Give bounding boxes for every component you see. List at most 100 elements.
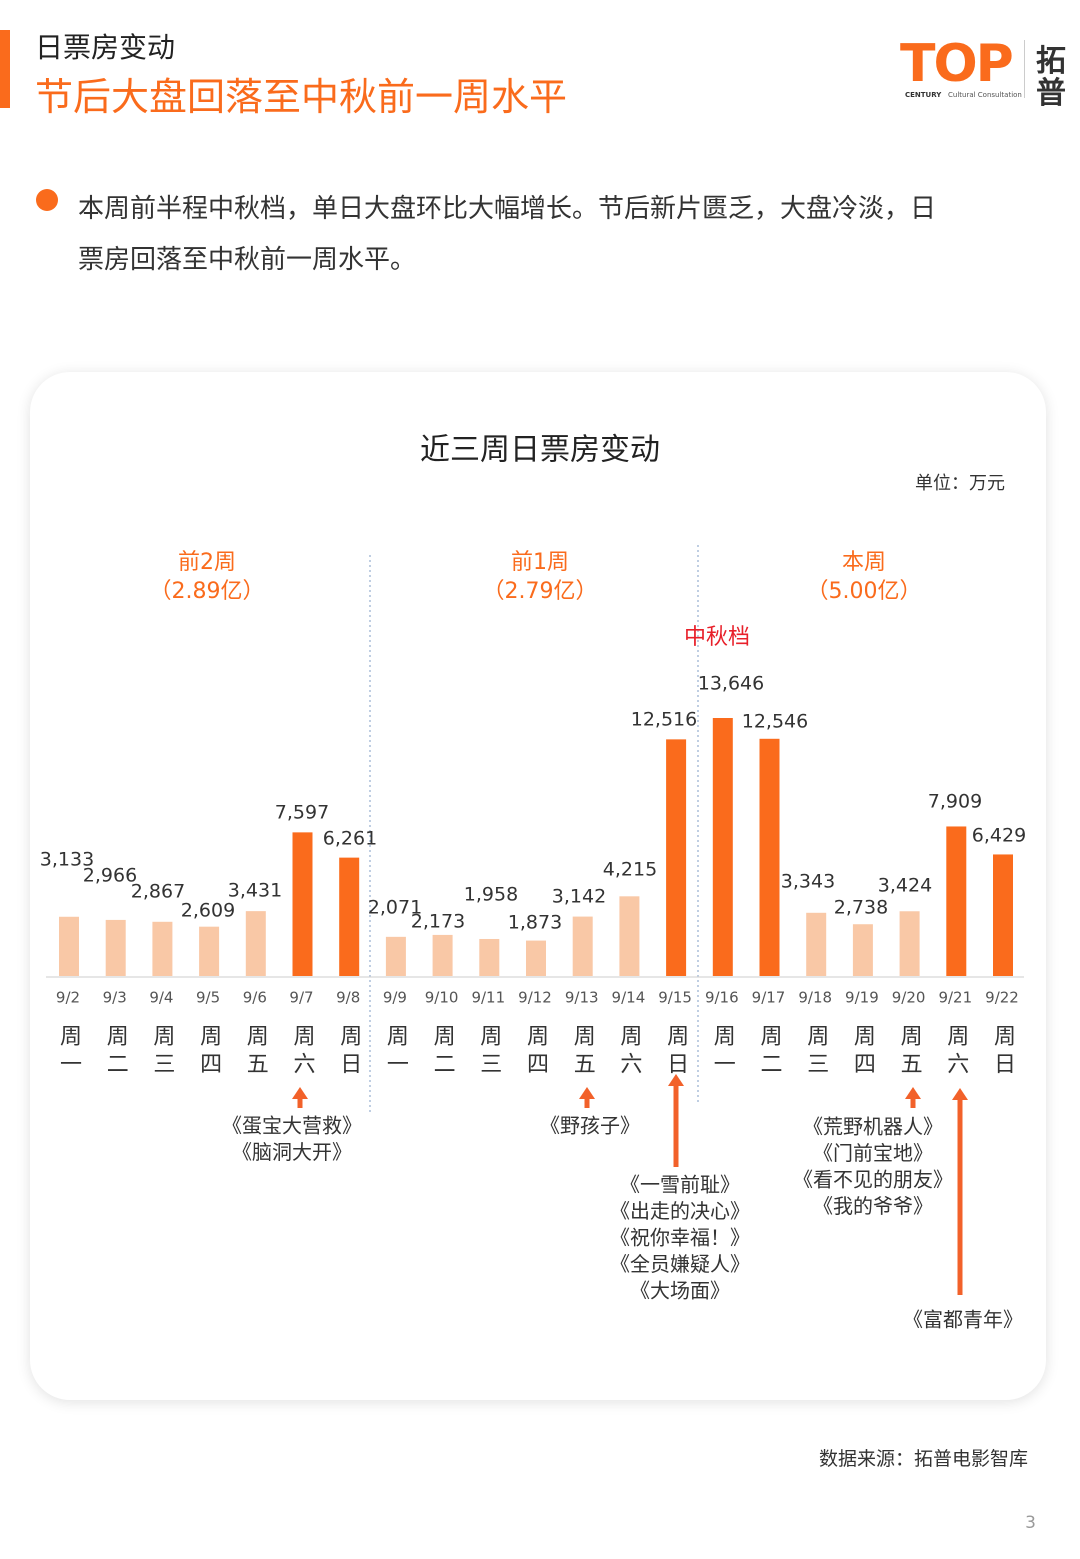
holiday-label: 中秋档 [684,625,750,650]
value-label: 2,966 [83,865,137,887]
weekday-label: 周二 [430,1024,456,1080]
bullet-dot [36,189,58,211]
bar [59,916,79,976]
bar [339,857,360,976]
date-label: 9/2 [56,989,80,1007]
value-label: 3,431 [228,880,282,902]
value-label: 6,429 [972,825,1026,847]
bar [199,926,220,976]
bar [712,718,733,976]
group-total: （2.79亿） [483,579,598,604]
weekday-label: 周五 [897,1024,923,1080]
annotation: 《看不见的朋友》 [793,1168,953,1192]
value-label: 3,424 [878,875,932,897]
value-label: 2,071 [368,897,422,919]
date-label: 9/12 [518,989,552,1007]
date-label: 9/19 [845,989,879,1007]
annotation: 《蛋宝大营救》 [222,1114,362,1138]
annotation: 《荒野机器人》 [803,1115,943,1139]
source: 数据来源：拓普电影智库 [818,1448,1028,1470]
bar [666,739,687,976]
weekday-label: 周三 [149,1024,175,1080]
value-label: 12,516 [631,709,697,731]
date-label: 9/10 [425,989,459,1007]
unit-label: 单位：万元 [915,473,1005,494]
weekday-label: 周四 [196,1024,222,1080]
date-label: 9/5 [196,989,220,1007]
bar [619,896,640,976]
value-label: 3,343 [781,871,835,893]
logo-name: 拓 [1036,44,1066,79]
value-label: 2,867 [131,881,185,903]
arrow-head [292,1087,308,1099]
accent-bar [0,30,10,108]
bar [105,919,126,976]
header-title: 日票房变动 [35,31,176,64]
weekday-label: 周一 [710,1024,736,1080]
bar [245,911,266,976]
annotation: 《一雪前耻》 [620,1173,740,1197]
annotation: 《脑洞大开》 [232,1140,352,1164]
weekday-label: 周四 [850,1024,876,1080]
value-label: 3,142 [552,886,606,908]
date-label: 9/3 [103,989,127,1007]
annotation: 《野孩子》 [540,1114,640,1138]
bar [806,912,827,976]
bar [993,854,1013,976]
annotation: 《出走的决心》 [610,1199,750,1223]
weekday-label: 周五 [243,1024,269,1080]
value-label: 12,546 [742,711,808,733]
date-label: 9/6 [243,989,267,1007]
group-name: 前2周 [178,550,236,575]
value-label: 7,597 [275,802,329,824]
value-label: 3,133 [40,849,94,871]
annotation: 《富都青年》 [903,1308,1023,1332]
date-label: 9/20 [892,989,926,1007]
arrow-head [952,1088,968,1100]
date-label: 9/15 [658,989,692,1007]
logo-divider [1024,40,1025,98]
bar [899,911,920,976]
weekday-label: 周日 [663,1024,689,1080]
annotation: 《我的爷爷》 [813,1194,933,1218]
date-label: 9/22 [985,989,1019,1007]
weekday-label: 周二 [757,1024,783,1080]
date-label: 9/8 [336,989,360,1007]
annotation: 《全员嫌疑人》 [610,1252,750,1276]
weekday-label: 周六 [290,1024,316,1080]
weekday-label: 周二 [103,1024,129,1080]
date-label: 9/9 [383,989,407,1007]
group-total: （2.89亿） [150,579,265,604]
value-label: 7,909 [928,791,982,813]
value-label: 1,873 [508,912,562,934]
logo-mark: TOP [900,34,1014,94]
value-label: 2,738 [834,897,888,919]
bar [852,924,873,976]
date-label: 9/11 [471,989,505,1007]
bar [526,940,546,976]
group-name: 前1周 [511,550,569,575]
value-label: 6,261 [323,828,377,850]
arrow-head [579,1087,595,1099]
value-label: 2,609 [181,900,235,922]
logo-name: 普 [1036,76,1066,111]
weekday-label: 周日 [990,1024,1016,1080]
bar [759,738,780,976]
weekday-label: 周一 [383,1024,409,1080]
logo-tag: CENTURY [905,91,942,99]
bar [572,916,593,976]
bar [292,832,313,976]
bullet-line: 本周前半程中秋档，单日大盘环比大幅增长。节后新片匮乏，大盘冷淡，日 [78,194,937,224]
logo-tag: Cultural Consultation [948,91,1022,99]
value-label: 1,958 [464,884,518,906]
weekday-label: 周四 [523,1024,549,1080]
date-label: 9/16 [705,989,739,1007]
weekday-label: 周一 [56,1024,82,1080]
group-name: 本周 [842,550,886,575]
bullet-line: 票房回落至中秋前一周水平。 [78,245,417,275]
weekday-label: 周六 [943,1024,969,1080]
date-label: 9/13 [565,989,599,1007]
arrow-head [668,1074,684,1086]
